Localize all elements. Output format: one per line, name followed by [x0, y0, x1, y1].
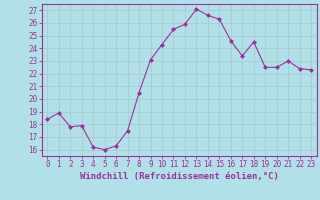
X-axis label: Windchill (Refroidissement éolien,°C): Windchill (Refroidissement éolien,°C) [80, 172, 279, 181]
